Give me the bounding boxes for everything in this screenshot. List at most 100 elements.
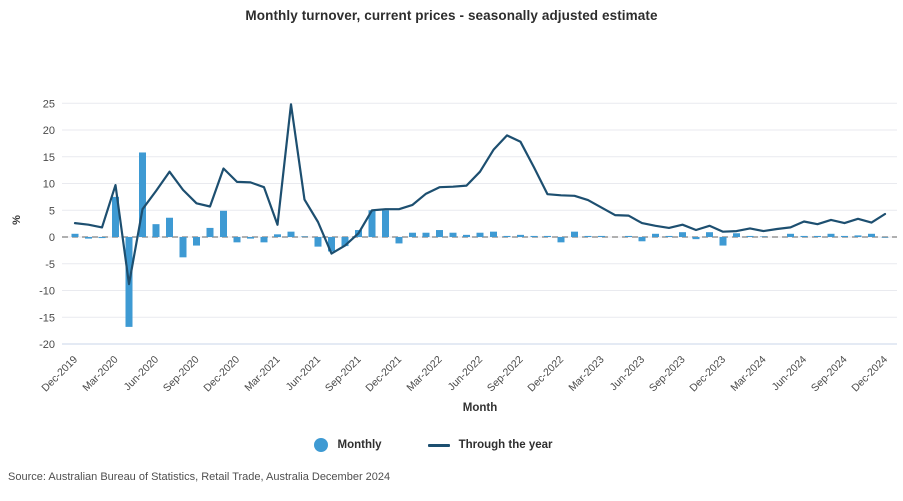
monthly-bar [247, 237, 254, 239]
monthly-bar [368, 210, 376, 237]
monthly-bar [220, 210, 227, 237]
monthly-bar [193, 237, 200, 246]
monthly-bar [449, 232, 457, 237]
monthly-bar [760, 236, 767, 237]
x-tick-label: Mar-2020 [80, 354, 120, 394]
monthly-bar [679, 232, 686, 237]
x-tick-label: Dec-2021 [363, 354, 404, 395]
x-tick-label: Mar-2021 [242, 354, 282, 394]
monthly-bar [274, 234, 281, 237]
monthly-bar [746, 235, 754, 237]
x-tick-label: Mar-2022 [404, 354, 444, 394]
monthly-bar [557, 237, 565, 243]
monthly-bar [233, 237, 241, 243]
chart-title: Monthly turnover, current prices - seaso… [245, 8, 658, 23]
monthly-bar [814, 235, 821, 237]
through-the-year-line [73, 103, 887, 286]
monthly-bar [301, 236, 308, 237]
y-tick-label: 25 [43, 98, 55, 110]
monthly-bar [733, 233, 740, 237]
monthly-bar [868, 233, 875, 237]
monthly-bar [98, 237, 106, 239]
monthly-bar [584, 235, 592, 237]
monthly-bar [530, 235, 538, 237]
legend-item-through-the-year[interactable]: Through the year [427, 439, 553, 451]
source-note: Source: Australian Bureau of Statistics,… [8, 471, 391, 483]
monthly-bar [517, 234, 524, 237]
x-tick-label: Jun-2023 [608, 354, 648, 394]
monthly-bar [503, 235, 511, 237]
y-tick-label: -5 [45, 259, 55, 271]
legend: Monthly Through the year [0, 438, 885, 452]
x-tick-label: Sep-2022 [485, 354, 526, 395]
y-tick-label: -20 [39, 339, 55, 351]
monthly-bar [625, 235, 632, 237]
monthly-bar [395, 237, 403, 244]
monthly-bar [881, 237, 889, 238]
monthly-bar [463, 234, 470, 237]
monthly-bar [287, 231, 295, 237]
monthly-bar [260, 237, 268, 243]
monthly-bar [314, 237, 322, 247]
x-tick-label: Jun-2024 [770, 354, 810, 394]
x-tick-label: Dec-2019 [39, 354, 80, 395]
monthly-bar [112, 196, 119, 237]
monthly-bar [152, 224, 160, 237]
monthly-bar [139, 152, 146, 237]
monthly-bar [854, 235, 862, 237]
legend-item-monthly[interactable]: Monthly [314, 438, 382, 452]
legend-label-through-the-year: Through the year [458, 439, 553, 451]
x-tick-label: Dec-2023 [687, 354, 728, 395]
monthly-bar [800, 235, 808, 237]
monthly-bar [841, 235, 848, 237]
x-tick-label: Jun-2020 [122, 354, 162, 394]
y-tick-label: 15 [43, 152, 55, 164]
y-tick-label: 5 [49, 205, 55, 217]
x-tick-label: Dec-2024 [849, 354, 890, 395]
monthly-bar [571, 231, 578, 237]
monthly-bar [206, 227, 214, 237]
monthly-bar [382, 210, 389, 237]
monthly-bar [706, 232, 713, 237]
x-tick-label: Dec-2022 [525, 354, 566, 395]
y-axis-label: % [10, 215, 23, 225]
monthly-bar [692, 237, 700, 240]
x-tick-label: Jun-2022 [446, 354, 486, 394]
monthly-bar [341, 237, 349, 247]
monthly-bar [652, 233, 659, 237]
y-tick-label: -15 [39, 312, 55, 324]
monthly-bar [179, 237, 187, 258]
monthly-bar [328, 237, 335, 252]
x-tick-label: Sep-2020 [161, 354, 202, 395]
y-tick-label: 0 [49, 232, 55, 244]
x-tick-label: Mar-2023 [566, 354, 606, 394]
x-tick-label: Sep-2023 [647, 354, 688, 395]
monthly-bar [665, 235, 673, 237]
x-tick-label: Mar-2024 [728, 354, 768, 394]
monthly-bar [638, 237, 646, 242]
y-tick-label: 10 [43, 179, 55, 191]
monthly-bar [598, 235, 605, 237]
x-tick-label: Sep-2024 [809, 354, 850, 395]
x-axis-label: Month [462, 402, 498, 414]
monthly-bar [787, 233, 794, 237]
monthly-bar [827, 233, 835, 237]
monthly-series-swatch-icon [314, 438, 329, 452]
y-tick-label: -10 [39, 286, 55, 298]
monthly-bar [719, 237, 727, 246]
monthly-bar [85, 237, 92, 239]
x-tick-label: Dec-2020 [201, 354, 242, 395]
monthly-bar [71, 233, 79, 237]
x-tick-label: Jun-2021 [284, 354, 324, 394]
x-tick-label: Sep-2021 [323, 354, 364, 395]
monthly-bar [476, 232, 484, 237]
monthly-bar [490, 231, 497, 237]
monthly-bar [422, 232, 430, 237]
legend-label-monthly: Monthly [337, 439, 382, 451]
monthly-bar [544, 235, 551, 237]
monthly-bar [409, 232, 416, 237]
monthly-bar [436, 230, 443, 237]
y-tick-label: 20 [43, 125, 55, 137]
monthly-bar [166, 217, 173, 237]
